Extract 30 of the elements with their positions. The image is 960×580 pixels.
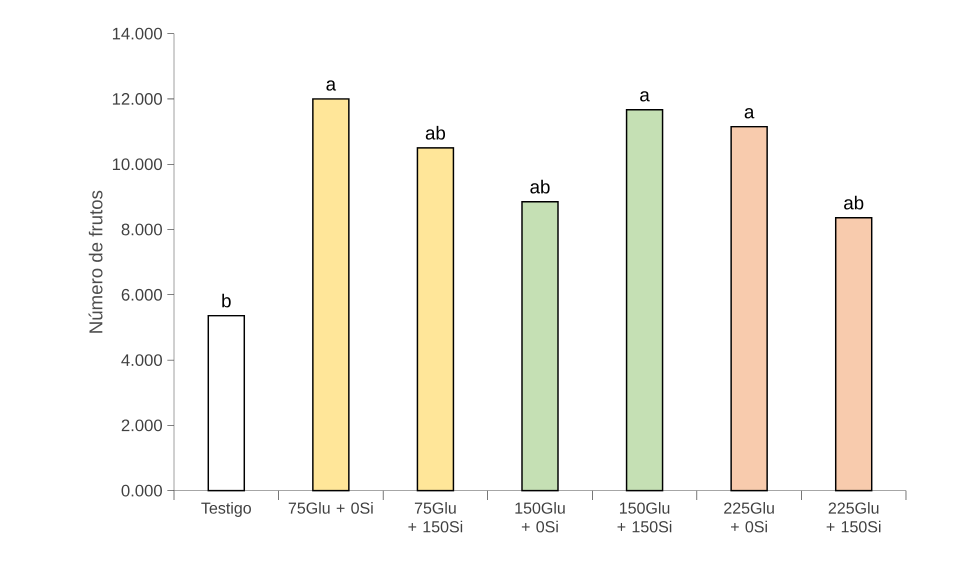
bar — [521, 201, 559, 492]
annotation: b — [222, 294, 231, 308]
x-tick-label: 75Glu + 0Si — [288, 502, 373, 514]
annotation: a — [326, 80, 336, 91]
bar — [834, 217, 872, 492]
y-tick-label: 10.000 — [112, 158, 162, 170]
annotation: a — [640, 91, 650, 102]
x-tick-label: 225Glu + 0Si — [724, 502, 774, 532]
annotation: a — [744, 108, 754, 118]
y-tick-label: 0.000 — [122, 484, 162, 497]
x-tick-label: 150Glu + 0Si — [515, 502, 565, 532]
y-tick-label: 4.000 — [121, 354, 162, 366]
x-tick-label: 225Glu + 150Si — [826, 502, 880, 532]
y-tick-label: 8.000 — [122, 224, 162, 236]
bar — [416, 147, 454, 492]
bar — [626, 108, 664, 492]
annotation: ab — [426, 126, 446, 140]
y-tick-label: 6.000 — [122, 288, 162, 301]
annotation: ab — [530, 180, 550, 194]
bar — [208, 314, 246, 492]
annotation: ab — [844, 196, 864, 210]
y-tick-label: 14.000 — [112, 28, 162, 40]
y-tick-label: 2.000 — [122, 419, 162, 432]
x-tick-label: 150Glu + 150Si — [618, 502, 672, 532]
y-axis-title: Número de frutos — [88, 190, 103, 333]
x-tick-label: 75Glu + 150Si — [408, 502, 462, 532]
bar — [730, 126, 768, 492]
x-tick-label: Testigo — [201, 502, 251, 517]
y-tick-label: 12.000 — [112, 93, 162, 105]
bar — [312, 98, 350, 492]
